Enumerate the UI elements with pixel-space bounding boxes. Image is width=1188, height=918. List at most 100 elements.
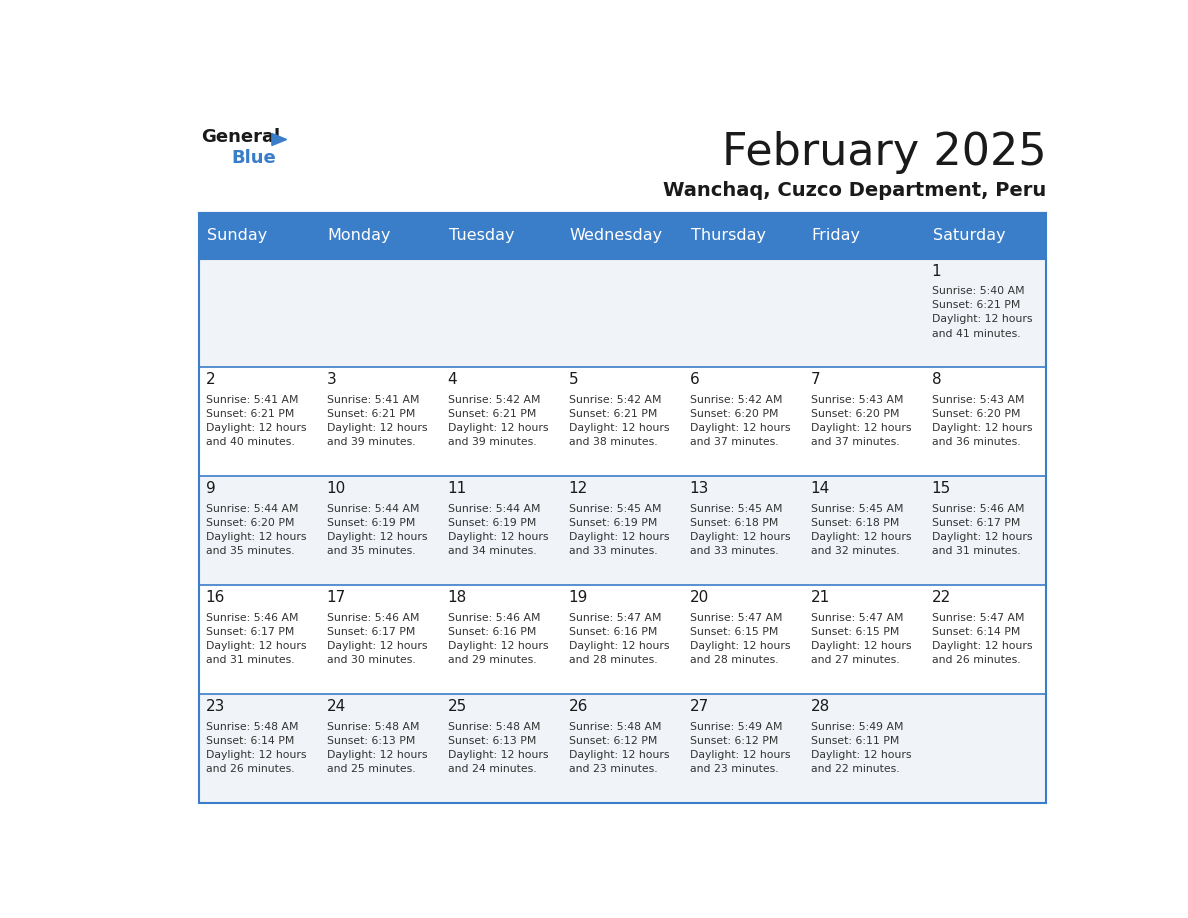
Text: Sunrise: 5:41 AM: Sunrise: 5:41 AM	[206, 395, 298, 405]
Text: Sunrise: 5:47 AM: Sunrise: 5:47 AM	[689, 612, 782, 622]
Polygon shape	[272, 133, 286, 145]
Text: 21: 21	[810, 590, 830, 605]
Text: Daylight: 12 hours: Daylight: 12 hours	[206, 641, 307, 651]
Text: Sunset: 6:21 PM: Sunset: 6:21 PM	[206, 409, 293, 420]
Text: and 40 minutes.: and 40 minutes.	[206, 438, 295, 447]
Text: Sunset: 6:21 PM: Sunset: 6:21 PM	[569, 409, 657, 420]
Text: 12: 12	[569, 481, 588, 497]
Text: Sunset: 6:16 PM: Sunset: 6:16 PM	[569, 627, 657, 637]
Text: Sunday: Sunday	[207, 229, 267, 243]
Text: Daylight: 12 hours: Daylight: 12 hours	[931, 641, 1032, 651]
Bar	[200, 694, 1047, 803]
Bar	[200, 585, 1047, 694]
Text: and 23 minutes.: and 23 minutes.	[569, 764, 657, 774]
Text: Daylight: 12 hours: Daylight: 12 hours	[206, 750, 307, 760]
Text: Sunrise: 5:46 AM: Sunrise: 5:46 AM	[327, 612, 419, 622]
Text: Daylight: 12 hours: Daylight: 12 hours	[931, 423, 1032, 433]
Text: 17: 17	[327, 590, 346, 605]
Bar	[200, 476, 1047, 585]
Text: Sunrise: 5:48 AM: Sunrise: 5:48 AM	[327, 722, 419, 732]
Text: Sunset: 6:21 PM: Sunset: 6:21 PM	[448, 409, 536, 420]
Text: 2: 2	[206, 373, 215, 387]
Text: Daylight: 12 hours: Daylight: 12 hours	[327, 423, 428, 433]
Bar	[200, 213, 1047, 803]
Text: Daylight: 12 hours: Daylight: 12 hours	[206, 532, 307, 543]
Text: and 22 minutes.: and 22 minutes.	[810, 764, 899, 774]
Text: Sunrise: 5:40 AM: Sunrise: 5:40 AM	[931, 286, 1024, 297]
Text: and 35 minutes.: and 35 minutes.	[327, 546, 416, 556]
Text: Daylight: 12 hours: Daylight: 12 hours	[569, 423, 669, 433]
Text: 25: 25	[448, 699, 467, 714]
Text: and 23 minutes.: and 23 minutes.	[689, 764, 778, 774]
Text: Sunrise: 5:45 AM: Sunrise: 5:45 AM	[689, 504, 782, 514]
Text: Sunset: 6:20 PM: Sunset: 6:20 PM	[689, 409, 778, 420]
Text: February 2025: February 2025	[721, 131, 1047, 174]
Text: and 27 minutes.: and 27 minutes.	[810, 655, 899, 666]
Text: and 29 minutes.: and 29 minutes.	[448, 655, 536, 666]
Text: 24: 24	[327, 699, 346, 714]
Text: Sunrise: 5:48 AM: Sunrise: 5:48 AM	[206, 722, 298, 732]
Text: Sunrise: 5:49 AM: Sunrise: 5:49 AM	[689, 722, 782, 732]
Text: and 36 minutes.: and 36 minutes.	[931, 438, 1020, 447]
Text: Sunrise: 5:43 AM: Sunrise: 5:43 AM	[810, 395, 903, 405]
Text: Sunrise: 5:46 AM: Sunrise: 5:46 AM	[448, 612, 541, 622]
Text: and 39 minutes.: and 39 minutes.	[448, 438, 536, 447]
Text: Daylight: 12 hours: Daylight: 12 hours	[448, 423, 548, 433]
Text: Blue: Blue	[232, 149, 276, 167]
Text: Sunset: 6:18 PM: Sunset: 6:18 PM	[810, 518, 899, 528]
Text: 11: 11	[448, 481, 467, 497]
Text: and 26 minutes.: and 26 minutes.	[206, 764, 295, 774]
Text: Sunrise: 5:46 AM: Sunrise: 5:46 AM	[206, 612, 298, 622]
Text: and 33 minutes.: and 33 minutes.	[689, 546, 778, 556]
Text: and 31 minutes.: and 31 minutes.	[931, 546, 1020, 556]
Text: Thursday: Thursday	[690, 229, 765, 243]
Text: Sunrise: 5:44 AM: Sunrise: 5:44 AM	[327, 504, 419, 514]
Text: Daylight: 12 hours: Daylight: 12 hours	[931, 315, 1032, 324]
Text: Sunrise: 5:44 AM: Sunrise: 5:44 AM	[206, 504, 298, 514]
Text: Sunrise: 5:47 AM: Sunrise: 5:47 AM	[931, 612, 1024, 622]
Text: 23: 23	[206, 699, 225, 714]
Text: Daylight: 12 hours: Daylight: 12 hours	[448, 532, 548, 543]
Text: Sunrise: 5:46 AM: Sunrise: 5:46 AM	[931, 504, 1024, 514]
Text: and 33 minutes.: and 33 minutes.	[569, 546, 657, 556]
Text: Daylight: 12 hours: Daylight: 12 hours	[810, 532, 911, 543]
Text: Sunrise: 5:48 AM: Sunrise: 5:48 AM	[448, 722, 541, 732]
Text: Sunset: 6:19 PM: Sunset: 6:19 PM	[448, 518, 536, 528]
Text: Sunset: 6:13 PM: Sunset: 6:13 PM	[327, 735, 415, 745]
Text: Daylight: 12 hours: Daylight: 12 hours	[810, 423, 911, 433]
Text: 7: 7	[810, 373, 820, 387]
Text: Sunrise: 5:47 AM: Sunrise: 5:47 AM	[810, 612, 903, 622]
Text: 15: 15	[931, 481, 950, 497]
Text: Daylight: 12 hours: Daylight: 12 hours	[569, 532, 669, 543]
Text: and 30 minutes.: and 30 minutes.	[327, 655, 416, 666]
Text: Sunset: 6:13 PM: Sunset: 6:13 PM	[448, 735, 536, 745]
Text: and 28 minutes.: and 28 minutes.	[569, 655, 657, 666]
Text: Sunset: 6:17 PM: Sunset: 6:17 PM	[206, 627, 293, 637]
Text: and 26 minutes.: and 26 minutes.	[931, 655, 1020, 666]
Text: and 32 minutes.: and 32 minutes.	[810, 546, 899, 556]
Text: Sunrise: 5:42 AM: Sunrise: 5:42 AM	[569, 395, 661, 405]
Text: Sunset: 6:20 PM: Sunset: 6:20 PM	[931, 409, 1020, 420]
Text: Tuesday: Tuesday	[449, 229, 514, 243]
Text: Sunrise: 5:48 AM: Sunrise: 5:48 AM	[569, 722, 661, 732]
Text: Wanchaq, Cuzco Department, Peru: Wanchaq, Cuzco Department, Peru	[663, 181, 1047, 200]
Text: Daylight: 12 hours: Daylight: 12 hours	[689, 423, 790, 433]
Text: and 28 minutes.: and 28 minutes.	[689, 655, 778, 666]
Text: Daylight: 12 hours: Daylight: 12 hours	[689, 641, 790, 651]
Text: Sunrise: 5:44 AM: Sunrise: 5:44 AM	[448, 504, 541, 514]
Text: Sunset: 6:17 PM: Sunset: 6:17 PM	[931, 518, 1020, 528]
Text: Daylight: 12 hours: Daylight: 12 hours	[810, 641, 911, 651]
Text: Sunset: 6:16 PM: Sunset: 6:16 PM	[448, 627, 536, 637]
Text: Sunset: 6:19 PM: Sunset: 6:19 PM	[569, 518, 657, 528]
Text: Sunset: 6:15 PM: Sunset: 6:15 PM	[810, 627, 899, 637]
Bar	[200, 213, 1047, 259]
Text: Sunset: 6:19 PM: Sunset: 6:19 PM	[327, 518, 415, 528]
Text: Saturday: Saturday	[933, 229, 1005, 243]
Text: Daylight: 12 hours: Daylight: 12 hours	[931, 532, 1032, 543]
Text: and 38 minutes.: and 38 minutes.	[569, 438, 657, 447]
Text: Sunset: 6:21 PM: Sunset: 6:21 PM	[931, 300, 1020, 310]
Text: and 24 minutes.: and 24 minutes.	[448, 764, 536, 774]
Text: Daylight: 12 hours: Daylight: 12 hours	[810, 750, 911, 760]
Text: and 39 minutes.: and 39 minutes.	[327, 438, 416, 447]
Text: Sunset: 6:20 PM: Sunset: 6:20 PM	[206, 518, 295, 528]
